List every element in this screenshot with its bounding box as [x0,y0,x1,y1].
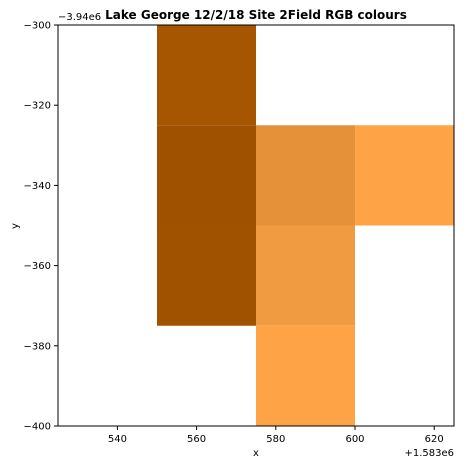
x-tick-label: 540 [108,434,127,445]
x-axis-ticks: 540 560 580 600 620 [108,426,444,445]
heatmap-cells [157,25,454,426]
y-tick-label: −400 [24,422,51,433]
heatmap-cell [157,225,256,326]
y-axis-ticks: −300 −320 −340 −360 −380 −400 [24,21,58,433]
heatmap-cell [256,225,355,326]
y-tick-label: −380 [24,341,51,352]
x-tick-label: 600 [345,434,364,445]
x-tick-label: 620 [425,434,444,445]
chart-title: Lake George 12/2/18 Site 2Field RGB colo… [105,8,407,22]
heatmap-cell [157,25,256,126]
heatmap-cell [256,125,355,226]
y-axis-label: y [10,223,21,229]
y-tick-label: −320 [24,101,51,112]
y-tick-label: −340 [24,181,51,192]
heatmap-cell [355,125,454,226]
x-tick-label: 580 [266,434,285,445]
y-offset-label: −3.94e6 [58,12,101,23]
x-axis-label: x [253,448,259,459]
heatmap-cell [157,125,256,226]
y-tick-label: −300 [24,21,51,32]
heatmap-cell [256,325,355,426]
y-tick-label: −360 [24,261,51,272]
x-offset-label: +1.583e6 [404,448,454,459]
plot-frame [57,24,455,427]
x-tick-label: 560 [187,434,206,445]
